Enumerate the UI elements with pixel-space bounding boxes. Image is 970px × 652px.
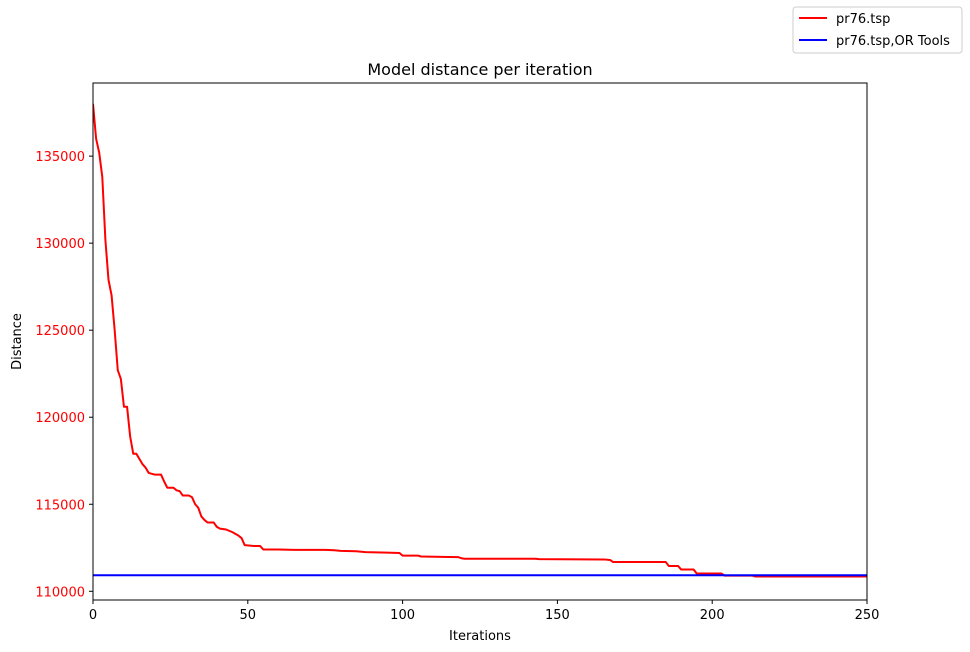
series-line-1	[93, 103, 867, 578]
series-layer	[93, 103, 867, 578]
x-tick-label: 250	[855, 608, 880, 623]
y-tick-label: 110000	[35, 585, 85, 600]
y-tick-label: 135000	[35, 150, 85, 165]
chart-title: Model distance per iteration	[367, 60, 592, 79]
y-axis-label: Distance	[10, 313, 25, 370]
x-tick-label: 50	[240, 608, 257, 623]
legend-label-1: pr76.tsp	[836, 12, 890, 27]
x-tick-label: 0	[89, 608, 97, 623]
y-tick-label: 130000	[35, 237, 85, 252]
legend-box	[792, 6, 963, 54]
y-tick-label: 125000	[35, 324, 85, 339]
x-axis-label: Iterations	[449, 629, 511, 644]
y-tick-label: 120000	[35, 411, 85, 426]
y-axis-ticks: 110000 115000 120000 125000 130000 135000	[35, 150, 93, 600]
x-axis-ticks: 0 50 100 150 200 250	[89, 600, 880, 623]
x-tick-label: 150	[545, 608, 570, 623]
legend: pr76.tsp pr76.tsp,OR Tools	[792, 6, 963, 54]
legend-label-2: pr76.tsp,OR Tools	[836, 34, 950, 49]
y-tick-label: 115000	[35, 498, 85, 513]
x-tick-label: 200	[700, 608, 725, 623]
x-tick-label: 100	[390, 608, 415, 623]
axes-frame	[92, 82, 868, 601]
